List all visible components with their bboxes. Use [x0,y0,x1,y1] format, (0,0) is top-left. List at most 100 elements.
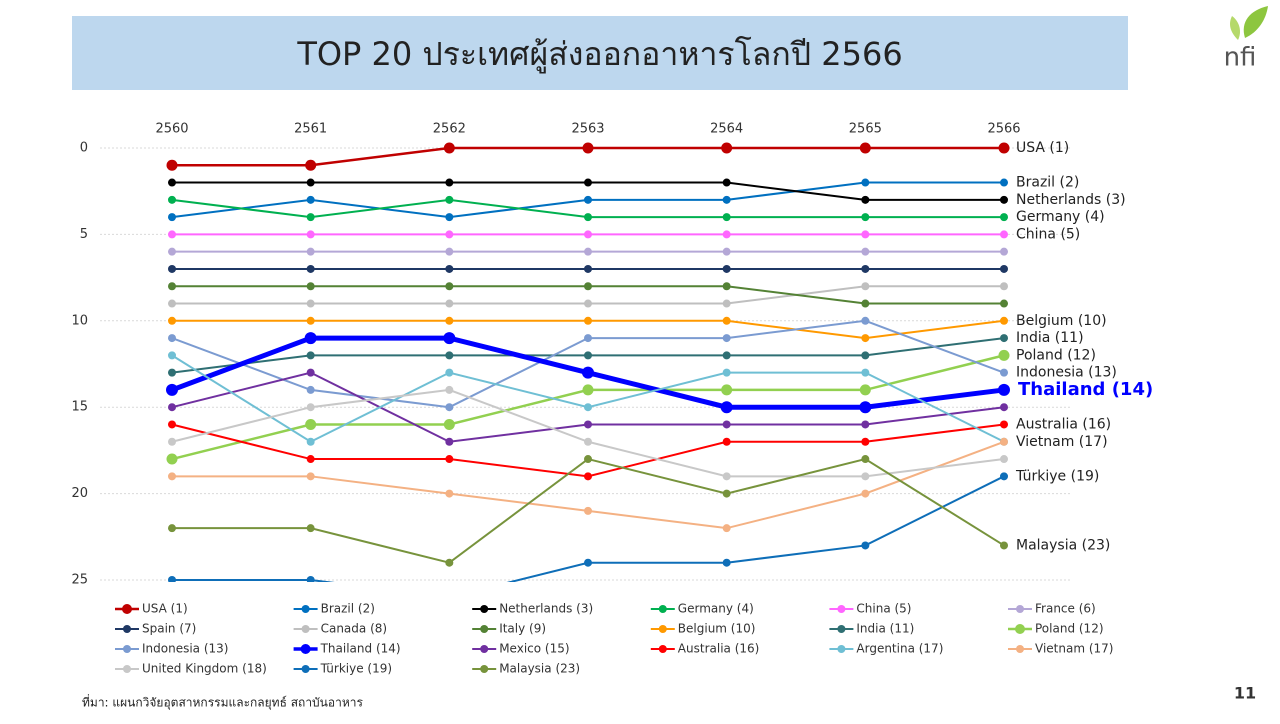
point [722,299,731,308]
point [584,506,592,515]
point [584,472,592,481]
legend-label: Netherlands (3) [499,602,593,616]
legend-marker [480,625,489,633]
x-tick-label: 2561 [294,122,327,137]
point [445,368,454,377]
legend-label: Thailand (14) [320,642,401,656]
point [168,230,176,239]
y-tick-label: 0 [80,141,88,156]
point [306,195,315,204]
legend-label: Belgium (10) [678,622,756,636]
point [1000,472,1008,481]
point [722,472,731,481]
end-label: Poland (12) [1016,347,1096,363]
point [1000,264,1008,273]
point [445,489,454,498]
legend-label: Malaysia (23) [499,662,580,676]
legend-marker [1016,645,1024,653]
point [168,576,176,582]
point [306,524,315,533]
point [306,351,315,360]
point [168,213,176,222]
point [861,316,870,325]
point [861,334,870,343]
point [306,178,315,187]
point [168,316,176,325]
y-tick-label: 5 [80,227,88,242]
end-label: Belgium (10) [1016,313,1107,329]
point [1000,368,1008,377]
point [443,418,455,430]
point [722,195,731,204]
point [445,437,454,446]
point [445,213,454,222]
point [445,558,454,567]
end-label: Thailand (14) [1018,379,1153,400]
end-label: Türkiye (19) [1015,468,1099,484]
end-label: USA (1) [1016,140,1069,156]
legend-marker [658,645,667,653]
point [168,437,176,446]
point [584,299,592,308]
point [306,264,315,273]
legend-label: India (11) [856,622,914,636]
legend-label: USA (1) [142,602,188,616]
end-label: Vietnam (17) [1016,434,1108,450]
point [584,230,592,239]
point [861,247,870,256]
point [1000,334,1008,343]
x-tick-label: 2563 [571,122,604,137]
point [445,316,454,325]
legend-label: Poland (12) [1035,622,1104,636]
point [998,383,1010,396]
point [1000,247,1008,256]
legend-label: Canada (8) [321,622,387,636]
end-label: Germany (4) [1016,209,1105,225]
legend-marker [837,605,846,613]
end-label: Indonesia (13) [1016,365,1117,381]
plot-area [166,142,1010,601]
point [584,455,592,464]
end-label: Malaysia (23) [1016,537,1110,553]
point [306,437,315,446]
point [306,455,315,464]
point [722,558,731,567]
point [166,383,178,396]
y-tick-label: 10 [71,313,88,328]
point [305,418,317,430]
point [722,351,731,360]
point [1000,420,1008,429]
point [584,420,592,429]
point [861,351,870,360]
point [1000,299,1008,308]
page-number: 11 [1234,684,1256,703]
point [722,178,731,187]
legend-marker [122,604,132,614]
legend-marker [1016,605,1024,613]
point [1000,541,1008,550]
point [584,351,592,360]
legend-marker [658,605,667,613]
point [445,593,453,601]
point [1000,437,1008,446]
point [306,282,315,291]
series-line [172,475,1005,582]
point [306,230,315,239]
point [168,420,176,429]
point [859,401,872,414]
point [584,247,592,256]
legend-marker [301,605,310,613]
point [1000,403,1008,412]
point [168,195,176,204]
point [168,264,176,273]
point [445,195,454,204]
point [861,213,870,222]
point [861,472,870,481]
point [443,332,456,345]
point [168,178,176,187]
point [722,368,731,377]
point [445,385,454,394]
point [861,264,870,273]
point [584,558,592,567]
